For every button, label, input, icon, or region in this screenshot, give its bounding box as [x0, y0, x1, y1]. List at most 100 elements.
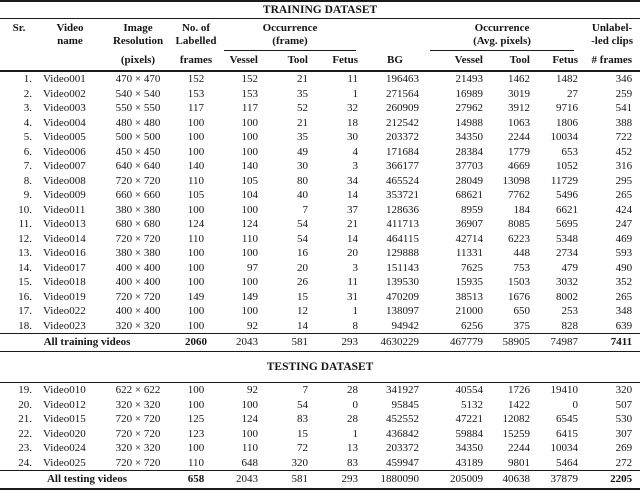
- cell-occ-frame-fetus: 21: [347, 218, 358, 230]
- group-header-occurrence-avg-pixels: Occurrence (Avg. pixels): [424, 19, 584, 55]
- cell-sr: 2.: [23, 87, 32, 100]
- cell-labelled-frames: 110: [187, 456, 205, 469]
- table-row: 2. Video002 540 × 540 153 153 35 1 27156…: [0, 87, 640, 102]
- cell-unlabelled-frames: 346: [615, 73, 633, 85]
- cell-sr: 7.: [23, 160, 32, 172]
- cell-occ-frame-fetus: 13: [347, 442, 358, 454]
- cell-video-name: Video016: [43, 247, 86, 259]
- cell-avg-px-fetus: 253: [561, 305, 579, 317]
- cell-resolution: 540 × 540: [115, 87, 161, 100]
- cell-occ-frame-fetus: 31: [347, 290, 358, 303]
- cell-sr: 6.: [23, 145, 32, 158]
- cell-occ-frame-tool: 14: [297, 319, 308, 332]
- cell-occ-frame-tool: 52: [297, 102, 308, 114]
- cell-avg-px-vessel: 15935: [455, 276, 484, 288]
- cell-avg-px-vessel: 14988: [455, 116, 484, 129]
- cell-resolution: 622 × 622: [115, 384, 161, 396]
- cell-sr: 12.: [18, 232, 32, 245]
- cell-avg-px-bg: 151143: [386, 261, 419, 274]
- cell-avg-px-fetus: 19410: [550, 384, 579, 396]
- testing-total-frame-vessel: 2043: [218, 470, 266, 490]
- cell-occ-frame-fetus: 30: [347, 131, 358, 143]
- table-row: 13. Video016 380 × 380 100 100 16 20 129…: [0, 246, 640, 261]
- cell-avg-px-fetus: 10034: [550, 131, 579, 143]
- cell-resolution: 380 × 380: [115, 203, 161, 216]
- cell-occ-frame-vessel: 100: [241, 305, 259, 317]
- cell-avg-px-fetus: 1052: [556, 160, 578, 172]
- cell-labelled-frames: 123: [187, 427, 205, 440]
- cell-unlabelled-frames: 388: [615, 116, 633, 129]
- cell-unlabelled-frames: 530: [615, 413, 633, 425]
- training-summary-row: All training videos 2060 2043 581 293 46…: [0, 333, 640, 352]
- cell-unlabelled-frames: 507: [615, 398, 633, 411]
- cell-avg-px-bg: 94942: [391, 319, 420, 332]
- table-row: 5. Video005 500 × 500 100 100 35 30 2033…: [0, 130, 640, 145]
- cell-unlabelled-frames: 259: [615, 87, 633, 100]
- cell-resolution: 720 × 720: [115, 290, 161, 303]
- cell-video-name: Video012: [43, 398, 86, 411]
- resolution-header-line1: Image: [123, 22, 153, 34]
- cell-labelled-frames: 100: [187, 319, 205, 332]
- cell-occ-frame-fetus: 0: [352, 398, 359, 411]
- subheader-frame-fetus: Fetus: [316, 54, 366, 72]
- cell-occ-frame-tool: 54: [297, 398, 308, 411]
- cell-avg-px-fetus: 6621: [556, 203, 578, 216]
- cell-resolution: 470 × 470: [115, 73, 161, 85]
- cell-avg-px-vessel: 11331: [455, 247, 483, 259]
- subheader-pixels: (pixels): [102, 54, 174, 72]
- cell-occ-frame-tool: 7: [302, 384, 309, 396]
- cell-resolution: 450 × 450: [115, 145, 161, 158]
- cell-avg-px-vessel: 37703: [455, 160, 484, 172]
- unlabelled-header-line1: Unlabel-: [591, 22, 633, 34]
- cell-avg-px-bg: 464115: [386, 232, 419, 245]
- cell-labelled-frames: 100: [187, 261, 205, 274]
- cell-occ-frame-tool: 21: [297, 116, 308, 129]
- cell-avg-px-vessel: 38513: [455, 290, 484, 303]
- cell-avg-px-tool: 1422: [508, 398, 530, 411]
- cell-avg-px-tool: 12082: [502, 413, 531, 425]
- cell-avg-px-bg: 138097: [386, 305, 419, 317]
- cell-labelled-frames: 100: [187, 384, 205, 396]
- cell-sr: 21.: [18, 413, 32, 425]
- cell-video-name: Video023: [43, 319, 86, 332]
- training-total-frame-fetus: 293: [316, 333, 366, 352]
- testing-summary-label: All testing videos: [0, 470, 174, 490]
- cell-video-name: Video009: [43, 189, 86, 201]
- table-row: 19. Video010 622 × 622 100 92 7 28 34192…: [0, 383, 640, 398]
- cell-sr: 22.: [18, 427, 32, 440]
- cell-avg-px-fetus: 5348: [556, 232, 578, 245]
- cell-resolution: 400 × 400: [115, 305, 161, 317]
- cell-avg-px-bg: 129888: [386, 247, 419, 259]
- cell-occ-frame-vessel: 92: [247, 319, 258, 332]
- cell-unlabelled-frames: 593: [615, 247, 633, 259]
- cell-occ-frame-vessel: 124: [241, 218, 259, 230]
- cell-unlabelled-frames: 307: [615, 427, 633, 440]
- cell-occ-frame-vessel: 100: [241, 203, 259, 216]
- cell-avg-px-bg: 436842: [386, 427, 419, 440]
- cell-unlabelled-frames: 295: [615, 174, 633, 187]
- cell-occ-frame-tool: 30: [297, 160, 308, 172]
- cell-avg-px-fetus: 8002: [556, 290, 578, 303]
- video-header-line1: Video: [56, 22, 84, 34]
- cell-avg-px-tool: 7762: [508, 189, 530, 201]
- cell-resolution: 660 × 660: [115, 189, 161, 201]
- cell-occ-frame-tool: 35: [297, 87, 308, 100]
- cell-occ-frame-vessel: 152: [241, 73, 259, 85]
- cell-labelled-frames: 100: [187, 145, 205, 158]
- training-title-row: TRAINING DATASET: [0, 0, 640, 19]
- cell-avg-px-vessel: 59884: [455, 427, 484, 440]
- training-total-frame-tool: 581: [266, 333, 316, 352]
- cell-resolution: 400 × 400: [115, 276, 161, 288]
- cell-occ-frame-vessel: 100: [241, 145, 259, 158]
- testing-rows-body: 19. Video010 622 × 622 100 92 7 28 34192…: [0, 383, 640, 471]
- cell-video-name: Video011: [43, 203, 86, 216]
- table-row: 3. Video003 550 × 550 117 117 52 32 2609…: [0, 101, 640, 116]
- cell-avg-px-vessel: 36907: [455, 218, 484, 230]
- cell-occ-frame-tool: 72: [297, 442, 308, 454]
- cell-sr: 1.: [23, 73, 32, 85]
- cell-occ-frame-fetus: 3: [352, 160, 359, 172]
- cell-video-name: Video022: [43, 305, 86, 317]
- cell-avg-px-tool: 1779: [508, 145, 530, 158]
- cell-avg-px-vessel: 34350: [455, 131, 484, 143]
